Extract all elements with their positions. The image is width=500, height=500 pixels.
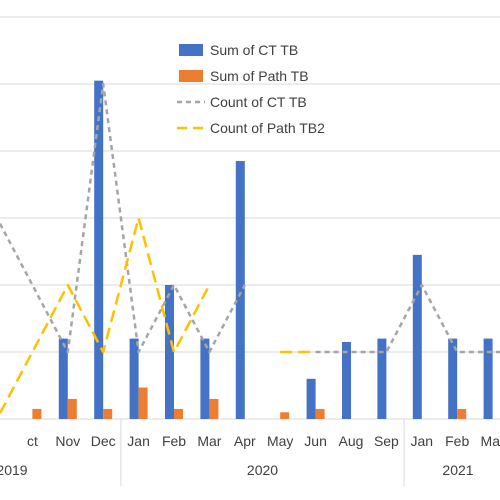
x-tick-label: Jan: [127, 433, 150, 449]
x-axis: ct Nov Dec Jan Feb Mar Apr May Jun Aug Sep Jan Feb Ma…: [0, 419, 500, 486]
line-count-of-ct-tb: [315, 283, 500, 354]
line-count-of-ct-tb: [0, 82, 246, 354]
x-tick-label: Jun: [304, 433, 327, 449]
bar-sum-of-path-tb-7: [280, 412, 290, 419]
bar-sum-of-ct-tb-12: [448, 338, 458, 419]
year-label: 2019: [0, 462, 28, 478]
bar-sum-of-path-tb-2: [103, 408, 113, 419]
x-tick-label: Dec: [91, 433, 116, 449]
legend-swatch-sum-of-path-tb: [179, 70, 203, 82]
x-tick-label: Apr: [234, 433, 256, 449]
x-tick-label: Aug: [339, 433, 364, 449]
x-tick-label: ct: [27, 433, 38, 449]
bar-sum-of-ct-tb-13: [483, 338, 493, 419]
legend-swatch-sum-of-ct-tb: [179, 44, 203, 56]
x-tick-label: Feb: [162, 433, 186, 449]
bar-sum-of-ct-tb-3: [129, 338, 139, 419]
year-label: 2020: [247, 462, 278, 478]
bar-sum-of-ct-tb-6: [235, 161, 245, 420]
legend-label-count-of-ct-tb: Count of CT TB: [210, 94, 307, 110]
bar-sum-of-path-tb-8: [315, 408, 325, 419]
x-tick-label: May: [267, 433, 293, 449]
bar-sum-of-path-tb-1: [67, 398, 77, 419]
line-count-of-path-tb2: [0, 216, 211, 414]
x-tick-label: Feb: [445, 433, 469, 449]
bar-sum-of-path-tb-12: [457, 408, 467, 419]
x-tick-label: Sep: [374, 433, 399, 449]
bar-sum-of-path-tb-3: [138, 387, 148, 419]
legend-label-count-of-path-tb2: Count of Path TB2: [210, 120, 325, 136]
x-tick-label: Mar: [481, 433, 500, 449]
x-tick-label: Jan: [411, 433, 434, 449]
bar-sum-of-ct-tb-8: [306, 378, 316, 419]
bar-sum-of-ct-tb-10: [377, 338, 387, 419]
bar-sum-of-ct-tb-9: [342, 341, 351, 419]
year-label: 2021: [442, 462, 473, 478]
bar-sum-of-ct-tb-4: [165, 285, 174, 419]
legend-label-sum-of-path-tb: Sum of Path TB: [210, 68, 309, 84]
bars: [32, 80, 493, 420]
gridlines: [0, 16, 500, 420]
bar-sum-of-path-tb-5: [209, 398, 219, 419]
legend: Sum of CT TB Sum of Path TB Count of CT TB…: [177, 42, 325, 136]
series-lines: [0, 82, 500, 414]
legend-label-sum-of-ct-tb: Sum of CT TB: [210, 42, 298, 58]
bar-sum-of-ct-tb-5: [200, 338, 210, 419]
x-tick-label: Mar: [197, 433, 221, 449]
bar-sum-of-path-tb-4: [174, 408, 183, 419]
bar-sum-of-ct-tb-11: [412, 254, 422, 419]
bar-sum-of-ct-tb-1: [58, 338, 68, 419]
bar-sum-of-ct-tb-2: [94, 80, 104, 420]
x-tick-label: Nov: [55, 433, 80, 449]
bar-sum-of-path-tb-0: [32, 408, 42, 419]
